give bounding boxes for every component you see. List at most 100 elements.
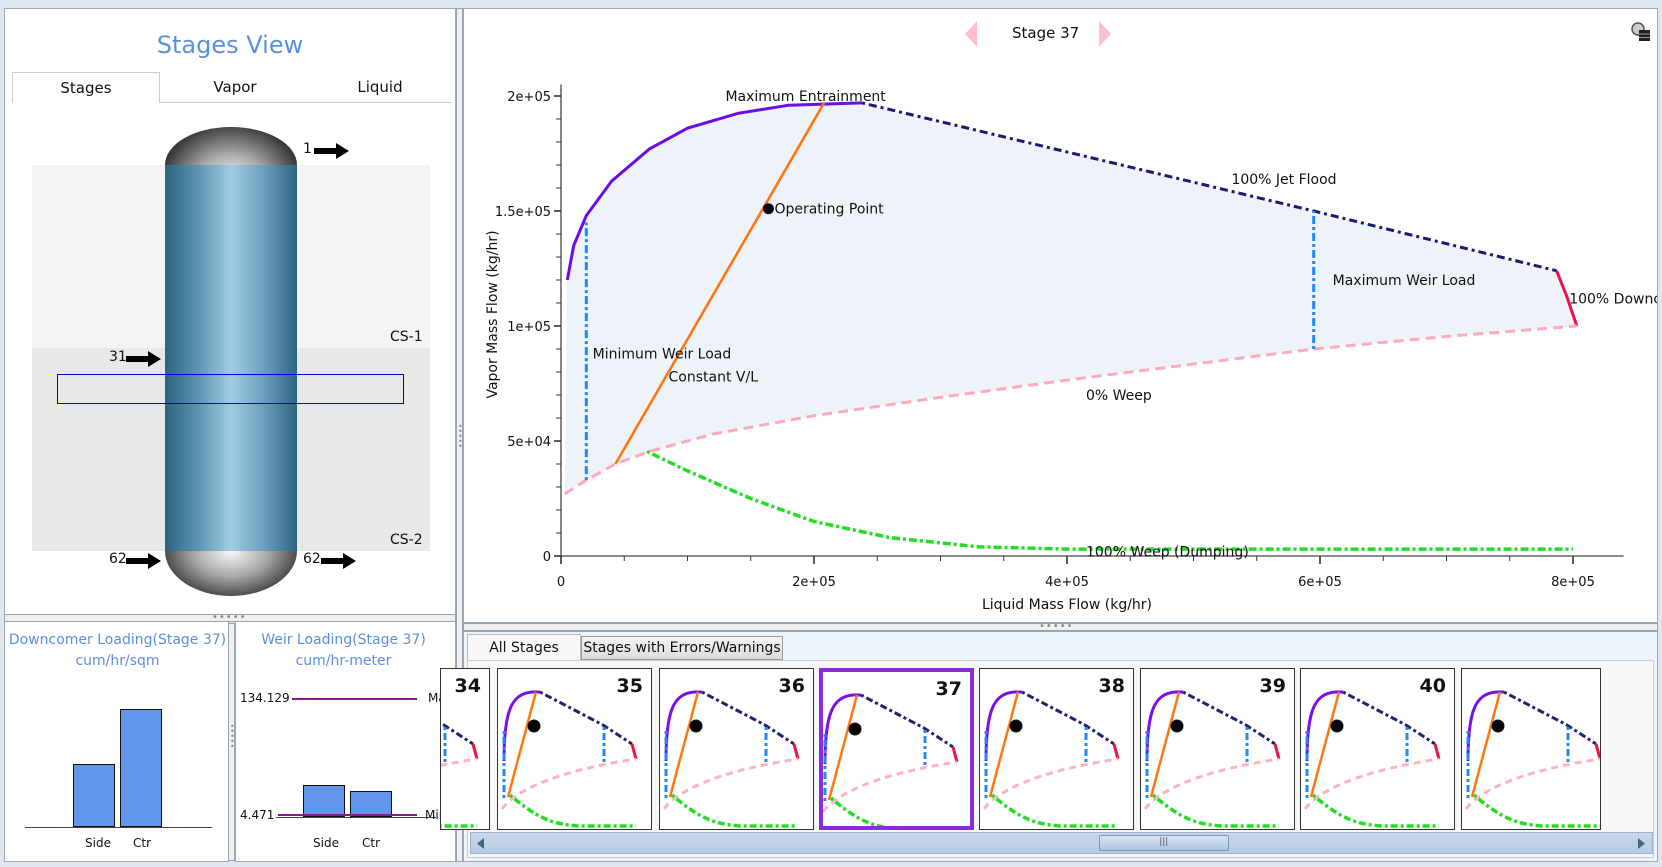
stream-arrow-right-icon[interactable] bbox=[126, 351, 162, 367]
thumb-operating-point bbox=[1330, 719, 1344, 733]
operating-point-marker bbox=[762, 203, 774, 215]
selected-stage-box[interactable] bbox=[57, 374, 404, 404]
thumb-dumping-line bbox=[508, 793, 636, 828]
y-axis-label: Vapor Mass Flow (kg/hr) bbox=[485, 230, 501, 398]
thumb-jetflood-line bbox=[860, 693, 954, 749]
tab-stages-with-errors[interactable]: Stages with Errors/Warnings bbox=[581, 636, 783, 660]
weir-loading-units: cum/hr-meter bbox=[295, 653, 392, 669]
stream-label-1: 1 bbox=[303, 141, 312, 157]
stream-label-31: 31 bbox=[109, 349, 127, 365]
downcomer-bar-ctr[interactable] bbox=[120, 709, 162, 827]
thumb-weep-line bbox=[1303, 757, 1440, 810]
scrollbar-thumb[interactable]: ||| bbox=[1098, 835, 1229, 851]
weir-baseline bbox=[276, 817, 436, 818]
thumb-downcomer-line bbox=[951, 746, 959, 763]
weir-min-line bbox=[278, 814, 417, 816]
thumbnail-chart bbox=[441, 721, 479, 828]
stream-label-62-out: 62 bbox=[303, 551, 321, 567]
tab-vapor[interactable]: Vapor bbox=[165, 72, 305, 102]
thumbnail-chart bbox=[1143, 690, 1281, 828]
thumb-weep-line bbox=[823, 760, 958, 813]
thumbnail-stage-number: 40 bbox=[1419, 675, 1446, 697]
thumb-entrainment-line bbox=[823, 693, 861, 765]
stage-thumbnail[interactable] bbox=[1461, 668, 1601, 830]
bottom-vertical-splitter[interactable]: ••••• bbox=[228, 623, 235, 861]
section-cs1-label: CS-1 bbox=[390, 329, 423, 345]
stream-arrow-right-icon[interactable] bbox=[314, 143, 350, 159]
x-tick-label: 2e+05 bbox=[792, 575, 836, 590]
thumb-downcomer-line bbox=[1112, 743, 1120, 760]
thumbnail-chart bbox=[500, 690, 638, 828]
weir-max-value: 134.129 bbox=[240, 691, 290, 705]
prev-stage-button[interactable] bbox=[963, 19, 979, 49]
thumb-entrainment-line bbox=[502, 690, 540, 762]
thumb-vl-line bbox=[1470, 691, 1502, 798]
stages-tab-strip bbox=[12, 102, 452, 103]
tab-stages-label: Stages bbox=[60, 79, 112, 97]
export-table-icon[interactable] bbox=[1630, 21, 1652, 43]
thumbnail-stage-number: 35 bbox=[616, 675, 643, 697]
constant-v-l-line bbox=[614, 102, 826, 465]
tab-stages[interactable]: Stages bbox=[12, 72, 160, 103]
y-tick-label: 1.5e+05 bbox=[495, 205, 551, 220]
stage-thumbnail[interactable]: 35 bbox=[497, 668, 652, 830]
weir-min-value: 4.471 bbox=[240, 808, 275, 822]
stage-thumbnail[interactable]: 37 bbox=[819, 668, 974, 830]
tab-all-stages[interactable]: All Stages bbox=[467, 634, 581, 662]
stage-label: Stage 37 bbox=[1012, 24, 1080, 42]
thumb-jetflood-line bbox=[539, 690, 633, 746]
x-tick-label: 6e+05 bbox=[1298, 575, 1342, 590]
annotation-100-weep-dumping: 100% Weep (Dumping) bbox=[1086, 544, 1249, 560]
downcomer-label-side: Side bbox=[85, 836, 111, 850]
thumb-downcomer-line bbox=[1594, 743, 1600, 760]
stage-thumbnail[interactable]: 38 bbox=[979, 668, 1134, 830]
stage-thumbnail[interactable]: 39 bbox=[1140, 668, 1295, 830]
thumb-entrainment-line bbox=[1305, 690, 1343, 762]
scrollbar-grip-icon: ||| bbox=[1159, 837, 1169, 847]
thumb-jetflood-line bbox=[1342, 690, 1436, 746]
tab-liquid[interactable]: Liquid bbox=[310, 72, 450, 102]
thumb-vl-line bbox=[1149, 691, 1181, 798]
thumb-dumping-line bbox=[990, 793, 1118, 828]
annotation-maximum-weir-load: Maximum Weir Load bbox=[1333, 273, 1476, 289]
thumb-operating-point bbox=[848, 722, 862, 736]
x-tick-label: 8e+05 bbox=[1551, 575, 1595, 590]
downcomer-loading-panel: Downcomer Loading(Stage 37) cum/hr/sqm S… bbox=[4, 622, 229, 862]
thumb-weep-line bbox=[982, 757, 1119, 810]
thumbnail-stage-number: 38 bbox=[1098, 675, 1125, 697]
thumb-weep-line bbox=[500, 757, 637, 810]
weir-label-ctr: Ctr bbox=[362, 836, 381, 850]
main-vertical-splitter[interactable]: ••••• bbox=[456, 8, 463, 862]
thumb-downcomer-line bbox=[792, 743, 800, 760]
thumb-operating-point bbox=[689, 719, 703, 733]
scroll-right-icon[interactable] bbox=[1638, 838, 1646, 849]
stage-thumbnail[interactable]: 36 bbox=[659, 668, 814, 830]
stage-thumbnail[interactable]: 40 bbox=[1300, 668, 1455, 830]
stage-thumbnail[interactable]: 34 bbox=[440, 668, 490, 830]
downcomer-bar-side[interactable] bbox=[73, 764, 115, 827]
weir-loading-title: Weir Loading(Stage 37) bbox=[261, 632, 426, 648]
thumb-operating-point bbox=[1009, 719, 1023, 733]
left-horizontal-splitter[interactable]: ••••• bbox=[4, 613, 456, 623]
annotation-constant-v-l: Constant V/L bbox=[669, 370, 759, 386]
0-weep-line bbox=[563, 324, 1577, 496]
weir-loading-panel: Weir Loading(Stage 37) cum/hr-meter 134.… bbox=[235, 622, 456, 862]
thumb-entrainment-line bbox=[1466, 690, 1504, 762]
annotation-100-downc: 100% Downc bbox=[1569, 291, 1657, 307]
stream-arrow-right-icon[interactable] bbox=[321, 553, 357, 569]
weir-bar-ctr[interactable] bbox=[350, 790, 392, 817]
stream-label-62-in: 62 bbox=[109, 551, 127, 567]
next-stage-button[interactable] bbox=[1097, 19, 1113, 49]
x-tick-label: 0 bbox=[557, 575, 565, 590]
thumb-dumping-line bbox=[1472, 793, 1600, 828]
scroll-left-icon[interactable] bbox=[477, 838, 485, 849]
weir-bar-side[interactable] bbox=[303, 784, 345, 817]
column-body[interactable] bbox=[165, 165, 297, 551]
right-horizontal-splitter[interactable]: ••••• bbox=[463, 622, 1658, 632]
stream-arrow-right-icon[interactable] bbox=[126, 553, 162, 569]
thumbnail-chart bbox=[1303, 690, 1441, 828]
thumb-dumping-line bbox=[829, 796, 889, 826]
downcomer-loading-units: cum/hr/sqm bbox=[75, 653, 160, 669]
horizontal-scrollbar[interactable]: ||| bbox=[470, 832, 1653, 854]
annotation-minimum-weir-load: Minimum Weir Load bbox=[593, 347, 732, 363]
